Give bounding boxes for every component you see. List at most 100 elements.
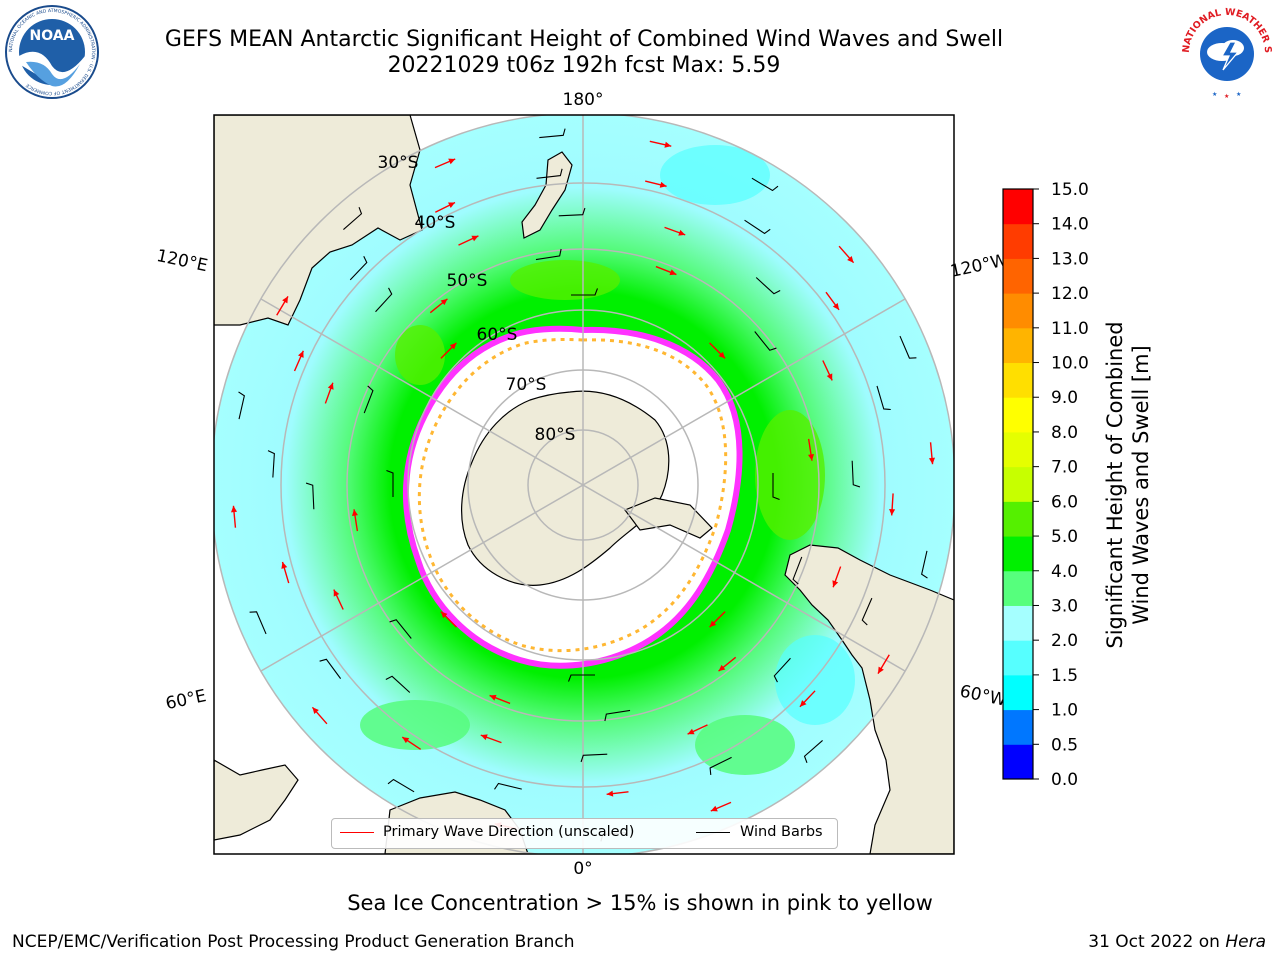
wave-arrow-head <box>448 202 456 208</box>
wind-barb <box>343 207 363 230</box>
wave-arrow-head <box>678 229 686 236</box>
new-zealand <box>521 151 573 239</box>
wind-barb <box>921 550 928 579</box>
colorbar-bin <box>1003 744 1033 780</box>
colorbar-bin <box>1003 397 1033 433</box>
colorbar-tick-label: 14.0 <box>1051 215 1089 235</box>
wind-barb <box>238 391 245 420</box>
colorbar-tick-label: 1.5 <box>1051 666 1078 686</box>
wave-arrow-head <box>826 373 833 381</box>
wave-arrow-head <box>718 351 726 359</box>
colorbar-bin <box>1003 674 1033 711</box>
vector-field <box>230 128 936 842</box>
colorbar-tick-label: 12.0 <box>1051 284 1089 304</box>
colorbar-bin <box>1003 640 1033 676</box>
colorbar-bin <box>1003 223 1033 259</box>
wind-barb <box>571 288 598 296</box>
colorbar-bin <box>1003 570 1033 606</box>
wave-arrow-head <box>440 611 448 619</box>
wind-barb <box>709 756 732 776</box>
colorbar-bin <box>1003 466 1033 502</box>
wind-barb <box>851 460 861 488</box>
lat-label-70s: 70°S <box>506 375 547 395</box>
colorbar-bin <box>1003 709 1033 745</box>
wind-barb <box>387 778 415 793</box>
wind-barb <box>744 219 771 235</box>
wind-barb <box>389 619 412 639</box>
wave-arrow-head <box>718 664 726 672</box>
wind-barb <box>494 782 522 790</box>
wave-arrow-head <box>687 728 695 735</box>
wave-arrow-head <box>327 382 334 390</box>
wave-arrow-head <box>449 342 457 350</box>
wave-arrow-head <box>298 350 304 358</box>
madagascar <box>214 759 299 841</box>
wave-arrow-head <box>847 255 854 263</box>
wave-arrow-head <box>333 589 340 597</box>
wind-barb <box>249 611 267 635</box>
wave-arrow-head <box>282 296 288 304</box>
colorbar-bin <box>1003 501 1033 537</box>
colorbar-bin <box>1003 327 1033 364</box>
wave-arrow-head <box>471 235 479 242</box>
machine-name: Hera <box>1225 932 1266 952</box>
colorbar-tick-label: 1.0 <box>1051 701 1078 721</box>
noaa-logo-text: NOAA <box>30 28 75 44</box>
wind-barb <box>876 385 891 411</box>
wave-arrow-head <box>448 158 456 165</box>
wave-arrow-head <box>669 269 677 276</box>
wind-barb <box>349 255 368 281</box>
wave-arrow-head <box>709 620 717 628</box>
colorbar-label-line2: Wind Waves and Swell [m] <box>1129 345 1153 625</box>
colorbar-label: Significant Height of Combined Wind Wave… <box>1102 265 1154 705</box>
lon-label-60e: 60°E <box>164 686 208 714</box>
colorbar-bin <box>1003 189 1033 225</box>
lon-label-60w: 60°W <box>958 681 1008 710</box>
antarctica <box>461 390 670 586</box>
colorbar-bin <box>1003 431 1033 468</box>
wind-barb <box>558 207 586 217</box>
colorbar-tick-label: 4.0 <box>1051 562 1078 582</box>
lat-label-50s: 50°S <box>447 271 488 291</box>
wind-barb <box>861 597 873 626</box>
wave-arrow-head <box>489 694 497 701</box>
colorbar-tick-label: 5.0 <box>1051 527 1078 547</box>
wind-barb <box>385 675 411 693</box>
graticule <box>214 115 954 854</box>
lat-label-80s: 80°S <box>535 425 576 445</box>
colorbar-tick-label: 6.0 <box>1051 492 1078 512</box>
chart-title: GEFS MEAN Antarctic Significant Height o… <box>164 27 1004 52</box>
wave-arrow-head <box>878 666 884 674</box>
svg-text:★: ★ <box>1212 91 1217 98</box>
colorbar-tick-label: 10.0 <box>1051 354 1089 374</box>
date-text: 31 Oct 2022 on <box>1088 932 1226 952</box>
wave-arrow-head <box>230 505 238 513</box>
wave-arrow-head <box>606 790 614 797</box>
wave-arrow-head <box>710 805 718 812</box>
wave-arrow-head <box>664 141 672 148</box>
colorbar-bin <box>1003 362 1033 398</box>
lat-label-60s: 60°S <box>477 325 518 345</box>
map-frame <box>213 114 955 855</box>
colorbar-tick-label: 0.0 <box>1051 770 1078 790</box>
colorbar-tick-label: 13.0 <box>1051 249 1089 269</box>
wind-barb <box>803 740 823 763</box>
colorbar-bin <box>1003 605 1033 641</box>
wind-barb <box>319 658 342 679</box>
colorbar-frame <box>1002 188 1034 780</box>
noaa-logo: NOAA NATIONAL OCEANIC AND ATMOSPHERIC AD… <box>5 5 99 99</box>
colorbar-bin <box>1003 536 1033 572</box>
colorbar-bin <box>1003 258 1033 294</box>
legend-wave-swatch <box>340 832 374 833</box>
map-legend: Primary Wave Direction (unscaled) Wind B… <box>331 818 838 849</box>
date-stamp: 31 Oct 2022 on Hera <box>1088 932 1266 952</box>
wave-arrow-head <box>832 580 839 588</box>
wave-max-patch-north <box>510 260 620 300</box>
svg-text:★: ★ <box>1236 91 1241 98</box>
colorbar-bin <box>1003 293 1033 329</box>
wind-barb <box>754 331 777 351</box>
legend-wind-swatch <box>696 832 730 833</box>
colorbar-tick-label: 8.0 <box>1051 423 1078 443</box>
wind-barb <box>375 287 393 313</box>
